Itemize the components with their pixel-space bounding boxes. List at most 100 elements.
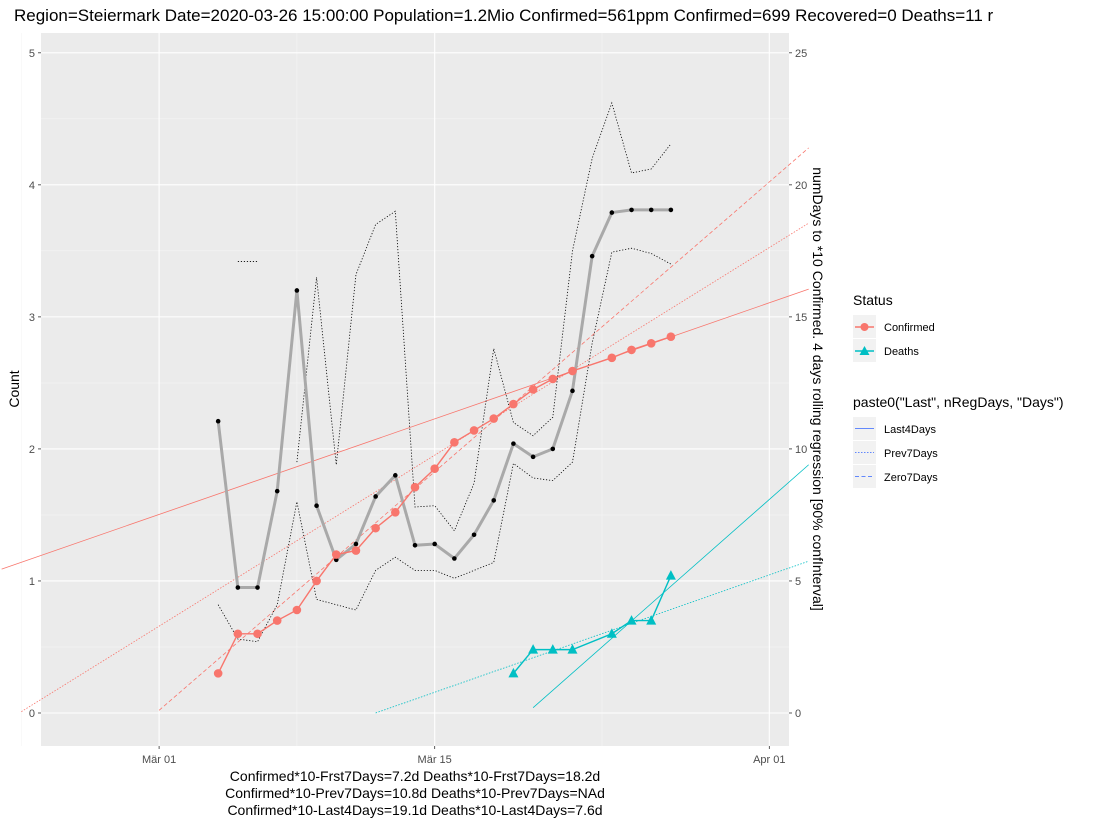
rolling-regression-point xyxy=(609,210,615,215)
rolling-regression-point xyxy=(215,418,221,424)
data-point-confirmed xyxy=(568,366,577,376)
data-point-deaths xyxy=(626,615,637,625)
data-series xyxy=(213,332,676,678)
data-point-confirmed xyxy=(213,669,223,678)
rolling-regression-point xyxy=(648,207,654,213)
regression-line-confirmed-dotted xyxy=(21,222,809,713)
x-tick-label: Mär 01 xyxy=(142,754,176,766)
y-axis-title: Count xyxy=(6,370,22,407)
footnote-line-3: Confirmed*10-Last4Days=19.1d Deaths*10-L… xyxy=(227,802,602,818)
y2-tick-label: 0 xyxy=(795,708,801,720)
data-point-deaths xyxy=(528,644,539,654)
rolling-regression-point xyxy=(373,494,378,499)
data-point-confirmed xyxy=(233,629,243,639)
data-point-confirmed xyxy=(351,546,361,555)
series-line-deaths xyxy=(512,575,672,674)
rolling-regression-point xyxy=(412,543,418,548)
data-point-confirmed xyxy=(430,464,439,474)
rolling-regression-path xyxy=(216,208,671,590)
data-point-confirmed xyxy=(528,385,538,394)
rolling-regression-point xyxy=(570,388,575,394)
data-point-confirmed xyxy=(371,523,380,533)
data-point-confirmed xyxy=(331,550,341,559)
data-point-confirmed xyxy=(292,605,302,615)
rolling-regression-point xyxy=(314,503,319,508)
footnote-line-1: Confirmed*10-Frst7Days=7.2d Deaths*10-Fr… xyxy=(230,768,600,784)
data-point-confirmed xyxy=(627,345,636,355)
rolling-regression-point xyxy=(491,498,497,503)
y-tick-label: 2 xyxy=(29,444,35,456)
data-point-deaths xyxy=(547,644,558,654)
rolling-regression-point xyxy=(511,441,516,446)
confidence-interval-lines xyxy=(217,101,672,643)
chart-title: Region=Steiermark Date=2020-03-26 15:00:… xyxy=(14,6,994,25)
legend-label-deaths: Deaths xyxy=(884,346,919,358)
legend-label-prev7: Prev7Days xyxy=(884,448,938,460)
legend-label-zero7: Zero7Days xyxy=(884,472,938,484)
y-tick-label: 0 xyxy=(29,708,35,720)
data-point-confirmed xyxy=(272,616,282,625)
y-tick-label: 5 xyxy=(29,48,35,60)
rolling-regression-point xyxy=(589,253,595,259)
y2-tick-label: 15 xyxy=(795,312,807,324)
y2-axis-title: numDays to *10 Confirmed. 4 days rolling… xyxy=(810,167,826,611)
data-point-deaths xyxy=(646,615,657,625)
data-point-confirmed xyxy=(253,629,262,639)
x-tick-label: Mär 15 xyxy=(418,754,452,766)
data-point-confirmed xyxy=(509,399,518,409)
rolling-regression-point xyxy=(471,532,477,538)
rolling-regression-point xyxy=(668,207,674,213)
legend-key-confirmed-marker xyxy=(860,323,869,331)
legend-status-title: Status xyxy=(853,292,893,308)
rolling-regression-point xyxy=(294,288,300,293)
data-point-confirmed xyxy=(489,414,499,423)
rolling-regression-point xyxy=(235,585,241,590)
rolling-regression-point xyxy=(274,488,280,494)
y2-tick-label: 20 xyxy=(795,180,807,192)
regression-line-deaths-dotted xyxy=(375,560,809,714)
regression-line-deaths-solid xyxy=(532,464,809,709)
rolling-regression-point xyxy=(432,541,437,547)
regression-line-confirmed-dashed xyxy=(158,147,809,711)
data-point-deaths xyxy=(508,667,519,678)
data-point-confirmed xyxy=(666,332,676,341)
data-point-deaths xyxy=(665,570,676,580)
legend-label-last4: Last4Days xyxy=(884,424,936,436)
data-point-deaths xyxy=(606,628,617,638)
y-tick-label: 1 xyxy=(29,576,35,588)
y2-tick-label: 25 xyxy=(795,48,807,60)
axis-ticks: 0 1 2 3 4 5 0 5 10 15 20 25 Mär 01 Mär 15 Apr 01 xyxy=(29,48,807,766)
plot-panel xyxy=(41,33,789,746)
data-point-confirmed xyxy=(391,507,400,517)
y-tick-label: 3 xyxy=(29,312,35,324)
confidence-interval-upper xyxy=(296,101,672,532)
data-point-confirmed xyxy=(607,353,617,363)
legend-linetype-title: paste0("Last", nRegDays, "Days") xyxy=(853,394,1064,410)
data-point-confirmed xyxy=(410,482,420,492)
data-point-confirmed xyxy=(646,338,656,348)
legend-label-confirmed: Confirmed xyxy=(884,322,935,334)
legend: Status Confirmed Deaths paste0("Last", n… xyxy=(853,292,1064,488)
data-point-confirmed xyxy=(469,426,479,435)
rolling-regression-point xyxy=(530,454,536,460)
rolling-regression-line xyxy=(215,207,674,590)
rolling-regression-point xyxy=(353,541,359,547)
rolling-regression-point xyxy=(452,556,457,561)
rolling-regression-point xyxy=(550,446,556,452)
grid-lines xyxy=(21,33,789,746)
data-point-confirmed xyxy=(548,374,558,384)
y2-tick-label: 10 xyxy=(795,444,807,456)
x-tick-label: Apr 01 xyxy=(753,754,785,766)
data-point-confirmed xyxy=(450,438,459,447)
data-point-confirmed xyxy=(312,576,321,586)
data-point-deaths xyxy=(567,644,578,654)
rolling-regression-point xyxy=(629,207,634,213)
y2-tick-label: 5 xyxy=(795,576,801,588)
confidence-interval-lower xyxy=(217,247,672,643)
rolling-regression-point xyxy=(393,473,398,478)
rolling-regression-point xyxy=(255,585,260,590)
footnote-line-2: Confirmed*10-Prev7Days=10.8d Deaths*10-P… xyxy=(225,785,605,801)
y-tick-label: 4 xyxy=(29,180,35,192)
legend-key-deaths-marker xyxy=(859,346,870,355)
